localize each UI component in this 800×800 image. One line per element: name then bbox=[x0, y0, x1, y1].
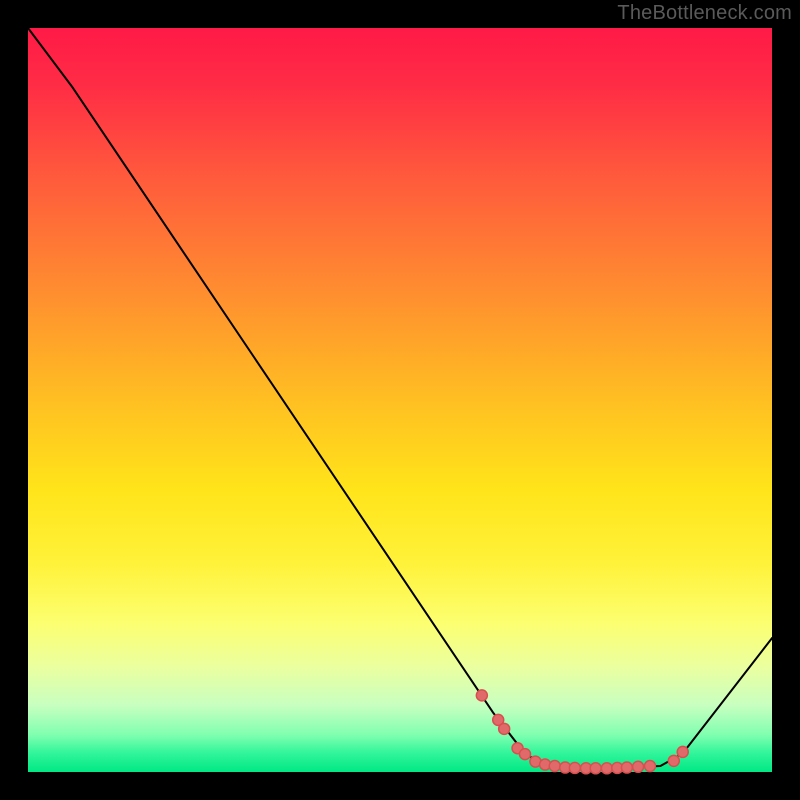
curve-marker bbox=[668, 755, 679, 766]
curve-marker bbox=[677, 746, 688, 757]
curve-marker bbox=[601, 763, 612, 774]
marker-group bbox=[476, 690, 688, 774]
curve-marker bbox=[519, 749, 530, 760]
curve-marker bbox=[590, 763, 601, 774]
watermark-text: TheBottleneck.com bbox=[617, 2, 792, 25]
curve-marker bbox=[549, 761, 560, 772]
curve-marker bbox=[569, 762, 580, 773]
bottleneck-curve bbox=[28, 28, 772, 768]
curve-marker bbox=[644, 761, 655, 772]
chart-overlay-svg bbox=[0, 0, 800, 800]
curve-marker bbox=[621, 762, 632, 773]
curve-marker bbox=[499, 723, 510, 734]
curve-marker bbox=[633, 761, 644, 772]
curve-marker bbox=[476, 690, 487, 701]
